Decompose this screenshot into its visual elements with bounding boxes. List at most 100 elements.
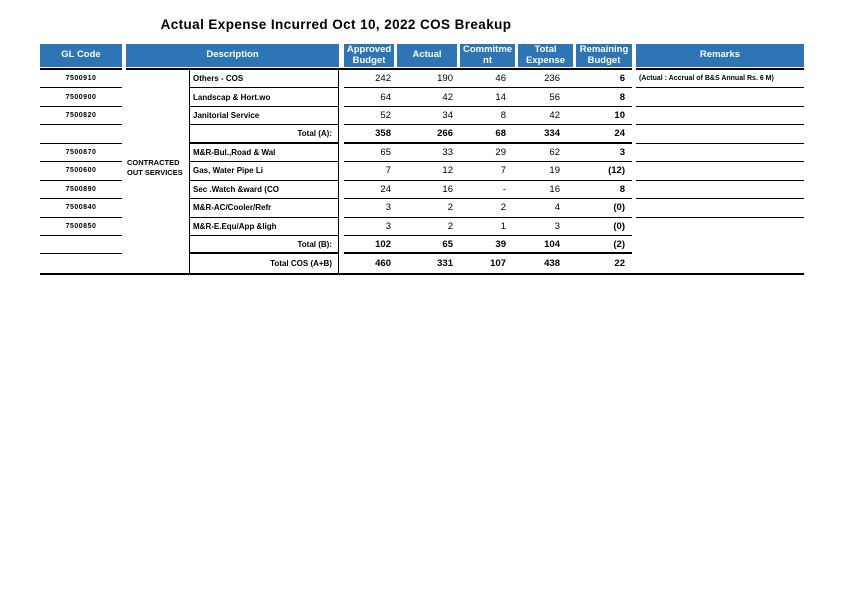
remarks-cell (636, 144, 804, 163)
column-header-total-expense: Total Expense (518, 44, 573, 67)
actual-cell: 331 (437, 258, 453, 270)
commitment-cell: 14 (457, 88, 515, 107)
total-expense-cell: 104 (515, 236, 573, 255)
column-header-approved-budget: Approved Budget (344, 44, 394, 67)
remaining-budget-cell: (0) (573, 218, 632, 236)
description-cell: Landscap & Hort.wo (189, 88, 339, 107)
total-expense-cell: 42 (515, 107, 573, 126)
table-bottom-border (40, 273, 804, 276)
commitment-cell: 39 (457, 236, 515, 255)
remaining-budget-cell: 24 (573, 125, 632, 144)
remarks-cell (636, 107, 804, 126)
remarks-cell (636, 218, 804, 236)
table-row: 7500840 M&R-AC/Cooler/Refr 3 2 2 4 (0) (40, 199, 804, 218)
commitment-cell: 46 (457, 70, 515, 89)
column-header-gl-code: GL Code (40, 44, 122, 67)
total-expense-cell: 438 (544, 258, 560, 270)
remaining-budget-cell: (2) (573, 236, 632, 255)
gl-code-cell: 7500910 (40, 70, 122, 89)
total-expense-cell: 334 (515, 125, 573, 144)
gl-code-cell: 7500820 (40, 107, 122, 126)
description-cell: M&R-Bul.,Road & Wal (189, 143, 339, 163)
gl-code-cell (40, 254, 122, 272)
description-cell: Total COS (A+B) (189, 254, 339, 273)
commitment-cell: 29 (457, 144, 515, 163)
total-expense-cell: 236 (515, 70, 573, 89)
approved-budget-cell: 358 (344, 125, 394, 144)
column-header-remaining-budget: Remaining Budget (576, 44, 632, 67)
column-header-description: Description (126, 44, 339, 67)
description-cell: Janitorial Service (189, 106, 339, 126)
subtotal-row-a: Total (A): 358 266 68 334 24 (40, 125, 804, 144)
approved-budget-cell: 460 (375, 258, 391, 270)
commitment-cell: 2 (457, 199, 515, 218)
gl-code-cell: 7500600 (40, 162, 122, 181)
description-cell: Total (A): (189, 125, 339, 144)
column-header-remarks: Remarks (636, 44, 804, 67)
actual-cell: 266 (394, 125, 457, 144)
actual-cell: 42 (394, 88, 457, 107)
remarks-cell (636, 254, 804, 272)
remaining-budget-cell: 22 (614, 258, 625, 270)
remaining-budget-cell: 8 (573, 181, 632, 200)
remarks-cell (636, 181, 804, 200)
remarks-cell (636, 125, 804, 144)
commitment-cell: 1 (457, 218, 515, 236)
expense-table: GL Code Description Approved Budget Actu… (40, 44, 804, 278)
approved-budget-cell: 64 (344, 88, 394, 107)
table-row: 7500870 M&R-Bul.,Road & Wal 65 33 29 62 … (40, 143, 804, 163)
gl-code-cell (40, 125, 122, 144)
header-divider (126, 68, 632, 71)
commitment-cell: 107 (490, 258, 506, 270)
gl-code-cell: 7500890 (40, 181, 122, 200)
header-divider (636, 68, 804, 71)
table-row: 7500900 Landscap & Hort.wo 64 42 14 56 8 (40, 88, 804, 107)
approved-budget-cell: 52 (344, 107, 394, 126)
approved-budget-cell: 242 (344, 70, 394, 89)
total-expense-cell: 3 (515, 218, 573, 236)
commitment-cell: 8 (457, 107, 515, 126)
column-header-commitment: Commitment (460, 44, 515, 67)
description-cell: M&R-E.Equ/App &ligh (189, 217, 339, 236)
grand-total-row: Total COS (A+B) 460 331 107 438 22 (40, 254, 804, 273)
approved-budget-cell: 3 (344, 218, 394, 236)
actual-cell: 33 (394, 144, 457, 163)
page-title: Actual Expense Incurred Oct 10, 2022 COS… (160, 17, 512, 32)
approved-budget-cell: 7 (344, 162, 394, 181)
actual-cell: 12 (394, 162, 457, 181)
approved-budget-cell: 24 (344, 181, 394, 200)
total-expense-cell: 19 (515, 162, 573, 181)
table-row: 7500910 Others - COS 242 190 46 236 6 (A… (40, 70, 804, 89)
subtotal-row-b: Total (B): 102 65 39 104 (2) (40, 235, 804, 255)
gl-code-cell: 7500870 (40, 144, 122, 163)
actual-cell: 2 (394, 218, 457, 236)
actual-cell: 16 (394, 181, 457, 200)
approved-budget-cell: 65 (344, 144, 394, 163)
remaining-budget-cell: 3 (573, 144, 632, 163)
remarks-cell (636, 162, 804, 181)
description-cell: M&R-AC/Cooler/Refr (189, 199, 339, 218)
gl-code-cell: 7500850 (40, 218, 122, 236)
description-cell: Gas, Water Pipe Li (189, 162, 339, 181)
remarks-cell (636, 199, 804, 218)
gl-code-cell (40, 236, 122, 255)
remarks-cell (636, 88, 804, 107)
total-expense-cell: 4 (515, 199, 573, 218)
remaining-budget-cell: 6 (573, 70, 632, 89)
table-row: 7500820 Janitorial Service 52 34 8 42 10 (40, 106, 804, 126)
total-expense-cell: 62 (515, 144, 573, 163)
actual-cell: 65 (394, 236, 457, 255)
commitment-cell: 7 (457, 162, 515, 181)
commitment-cell: 68 (457, 125, 515, 144)
approved-budget-cell: 3 (344, 199, 394, 218)
actual-cell: 190 (394, 70, 457, 89)
remaining-budget-cell: (0) (573, 199, 632, 218)
table-row: 7500890 Sec .Watch &ward (CO 24 16 - 16 … (40, 180, 804, 200)
remaining-budget-cell: 10 (573, 107, 632, 126)
total-expense-cell: 16 (515, 181, 573, 200)
header-divider (40, 68, 122, 71)
table-row: 7500850 M&R-E.Equ/App &ligh 3 2 1 3 (0) (40, 217, 804, 236)
remarks-cell: (Actual : Accrual of B&S Annual Rs. 6 M) (636, 70, 804, 89)
table-body: 7500910 Others - COS 242 190 46 236 6 (A… (40, 70, 804, 273)
